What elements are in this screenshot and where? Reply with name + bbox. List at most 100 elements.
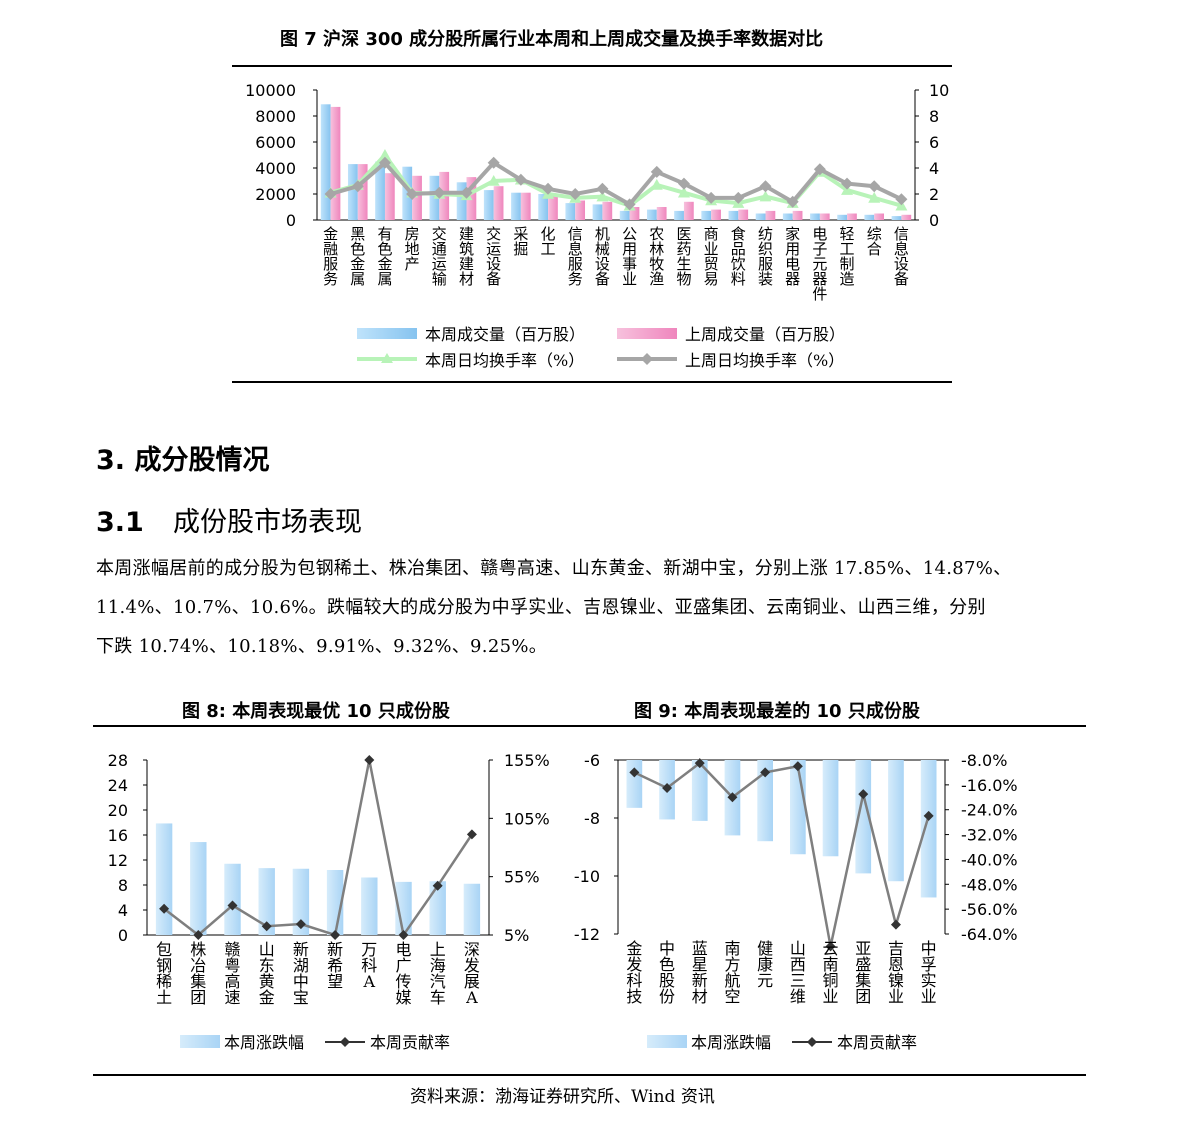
fig9-category-label-char: 科	[626, 971, 642, 990]
fig8-category-label-char: 传	[395, 972, 411, 991]
fig7-right-tick-label: 6	[929, 133, 939, 152]
fig9-right-tick-label: -64.0%	[961, 925, 1018, 944]
fig9-bar	[920, 760, 937, 898]
fig7-right-tick-label: 0	[929, 211, 939, 230]
fig8-category-label-char: A	[363, 972, 376, 991]
fig7-category-label-char: 服	[323, 255, 338, 273]
fig8-category-label-char: 山	[259, 940, 275, 959]
fig9-right-tick-label: -16.0%	[961, 776, 1018, 795]
fig8-category-label-char: 汽	[430, 972, 446, 991]
fig7-line-this-week-turnover-point	[759, 190, 772, 202]
fig7-category-label-char: 牧	[649, 255, 664, 273]
fig9-category-label-char: 镍	[888, 971, 904, 990]
fig8-category-label-char: 集	[190, 972, 206, 991]
fig7-category-label-char: 有	[377, 225, 392, 243]
fig9-category-label-char: 集	[855, 971, 871, 990]
fig8-left-tick-label: 28	[108, 751, 128, 770]
fig9-right-tick-label: -48.0%	[961, 875, 1018, 894]
fig9-bar	[822, 760, 839, 857]
fig9-category-label-char: 星	[692, 955, 708, 974]
fig7-category-label-char: 造	[840, 270, 855, 288]
fig8-bar	[463, 883, 481, 935]
fig8-category-label-char: 团	[190, 988, 206, 1007]
fig7-category-label-char: 信	[894, 225, 909, 243]
fig7-category-label-char: 械	[595, 240, 610, 258]
fig9-title: 图 9: 本周表现最差的 10 只成份股	[634, 701, 920, 722]
fig9-category-label-char: 康	[757, 955, 773, 974]
fig7-left-tick-label: 6000	[255, 133, 296, 152]
fig8-legend-line-label: 本周贡献率	[370, 1033, 450, 1052]
fig7-bar-this-week	[619, 210, 630, 220]
fig9-axes: -12 -10 -8 -6 -64.0% -56.0% -48.0% -40.0% -32.0%…	[574, 751, 1018, 944]
fig7-bar-this-week	[810, 213, 820, 220]
fig8-bar	[292, 868, 310, 935]
fig7-category-label-char: 息	[568, 240, 583, 258]
fig9-category-label-char: 航	[724, 971, 740, 990]
fig9-category-label-char: 发	[626, 955, 642, 974]
fig9-category-label-char: 业	[823, 987, 839, 1006]
fig8-category-label-char: 黄	[259, 972, 275, 991]
fig7-category-label-char: 业	[704, 240, 719, 258]
fig7-category-label-char: 医	[676, 225, 691, 243]
fig8-category-label-char: 海	[430, 956, 446, 975]
fig9-right-tick-label: -32.0%	[961, 826, 1018, 845]
fig9-bars	[626, 760, 937, 898]
fig9-contribution-point	[923, 810, 934, 821]
fig7-category-label-char: 用	[785, 240, 800, 258]
fig7-category-label-char: 运	[432, 255, 447, 273]
fig7-line-last-week-turnover-point	[895, 193, 908, 206]
fig7-bar-last-week	[765, 210, 776, 220]
fig7-category-label-char: 器	[785, 270, 800, 288]
fig7-line-last-week-turnover-point	[677, 177, 690, 190]
fig7-bar-last-week	[548, 195, 558, 220]
fig9-category-label-char: 山	[790, 939, 806, 958]
fig8-category-label-char: 土	[156, 988, 172, 1007]
fig7-line-last-week-turnover-point	[623, 198, 636, 211]
fig8-bar	[395, 881, 412, 935]
fig8-category-label-char: 包	[156, 940, 172, 959]
fig7-category-label-char: 渔	[649, 270, 664, 288]
fig8-category-label-char: 稀	[156, 972, 172, 991]
fig9-category-label-char: 南	[823, 955, 839, 974]
fig8-contribution-point	[193, 930, 204, 940]
fig7-category-label-char: 产	[405, 255, 420, 273]
fig7-bar-last-week	[520, 192, 531, 220]
fig7-bar-this-week	[511, 192, 521, 220]
fig8-legend: 本周涨跌幅 本周贡献率	[180, 1033, 450, 1052]
fig8-contribution-point	[330, 930, 341, 940]
legend-line2-label: 上周日均换手率（%）	[685, 351, 844, 370]
fig9-left-tick-label: -8	[584, 809, 600, 828]
fig8-category-label-char: 展	[464, 972, 480, 991]
fig8-legend-line-marker	[340, 1037, 350, 1047]
fig89-bottom-rule	[93, 1074, 1086, 1076]
fig8-axes: 0 4 8 12 16 20 24 28 5% 55% 105% 155%	[108, 751, 550, 945]
fig9-bar	[855, 760, 872, 874]
fig9-bar	[790, 760, 806, 855]
fig8-right-tick-label: 5%	[504, 926, 529, 945]
fig9-bar	[626, 760, 643, 808]
fig7-bar-last-week	[656, 207, 667, 220]
fig9-category-label-char: 业	[888, 987, 904, 1006]
fig7-category-label-char: 轻	[840, 225, 855, 243]
fig8-category-label-char: 希	[327, 956, 343, 975]
fig9-category-label-char: 南	[724, 939, 740, 958]
fig9-legend-bar-label: 本周涨跌幅	[691, 1033, 771, 1052]
fig9-legend-bar-swatch	[647, 1035, 687, 1048]
fig9-contribution-point	[662, 782, 673, 793]
fig7-category-label-char: 纺	[758, 225, 773, 243]
fig7-bar-this-week	[728, 210, 739, 220]
fig7-left-tick-label: 0	[286, 211, 296, 230]
fig8-left-tick-label: 8	[118, 876, 128, 895]
fig9-category-label-char: 中	[659, 939, 675, 958]
fig8-category-label-char: 钢	[156, 956, 172, 975]
fig9-category-label-char: 材	[692, 987, 708, 1006]
fig8-right-tick-label: 105%	[504, 809, 550, 828]
fig7-category-label-char: 交	[486, 225, 501, 243]
fig7-bar-last-week	[330, 106, 341, 220]
fig7-bar-this-week	[592, 204, 603, 220]
legend-line1-label: 本周日均换手率（%）	[425, 351, 584, 370]
paragraph-line-2: 11.4%、10.7%、10.6%。跌幅较大的成分股为中孚实业、吉恩镍业、亚盛集…	[96, 597, 986, 618]
fig7-category-label-char: 事	[622, 255, 637, 273]
fig7-bar-last-week	[493, 186, 504, 220]
